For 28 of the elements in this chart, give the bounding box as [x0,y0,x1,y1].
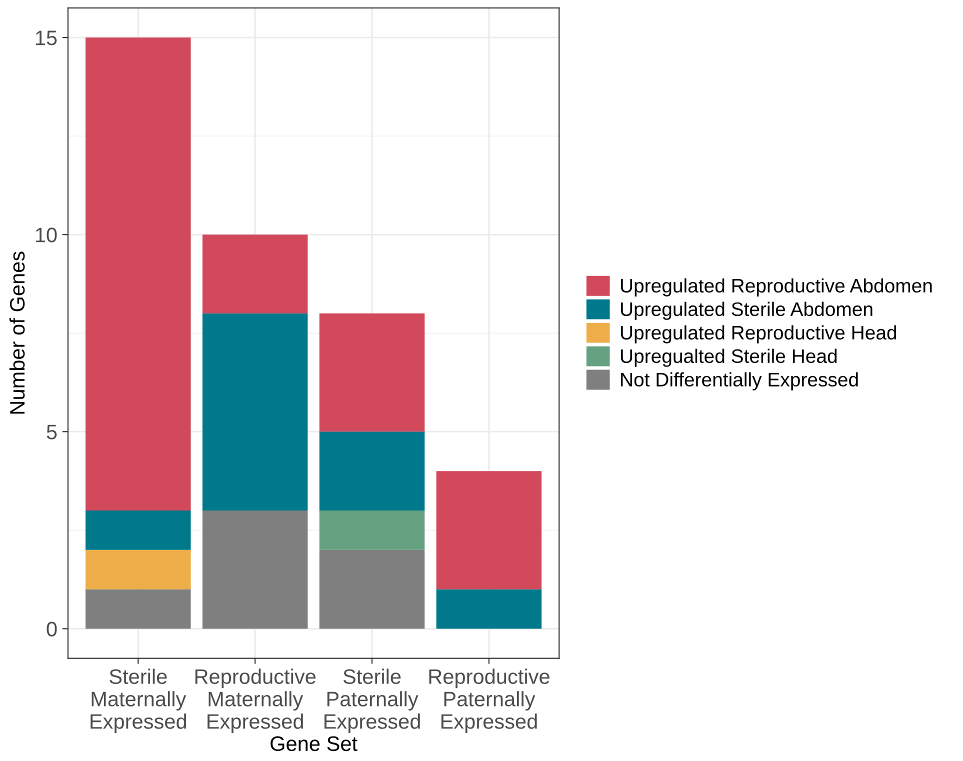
bar [319,510,425,550]
x-tick-label: Reproductive Paternally Expressed [429,668,550,733]
bar [436,471,542,590]
y-tick-label: 5 [46,424,57,440]
bar [86,38,191,510]
x-axis-title: Gene Set [270,736,358,752]
legend-label: Upregulated Reproductive Head [620,325,896,344]
x-tick-label: Sterile Maternally Expressed [90,668,186,733]
x-tick-label: Sterile Paternally Expressed [324,668,420,733]
y-tick-label: 15 [36,30,57,46]
y-tick-label: 0 [46,622,57,636]
legend-label: Upregulated Reproductive Abdomen [620,278,932,296]
bar [202,234,308,314]
bar [319,550,425,629]
legend-label: Not Differentially Expressed [621,372,858,390]
bar [202,510,308,629]
bar [319,432,425,510]
legend-label: Upregualted Sterile Head [620,348,837,367]
legend-label: Upregulated Sterile Abdomen [620,302,872,320]
y-axis-title: Number of Genes [9,252,25,414]
bar [86,550,191,590]
bar [319,313,425,432]
bar [202,313,308,510]
x-tick-label: Reproductive Maternally Expressed [195,668,316,733]
bar [436,589,542,629]
y-tick-label: 10 [36,228,57,242]
bar [86,589,191,629]
bar [86,510,191,550]
